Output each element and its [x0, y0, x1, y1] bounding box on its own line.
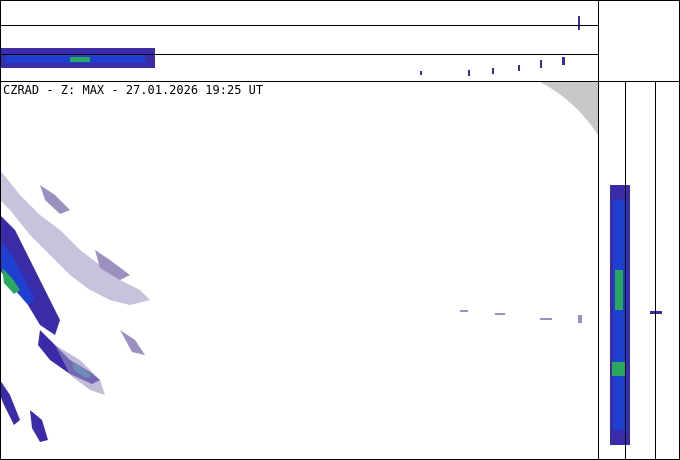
echo — [460, 310, 468, 312]
echo — [40, 185, 70, 214]
echo — [0, 170, 150, 305]
echo — [2, 268, 20, 294]
echo — [55, 345, 105, 395]
echo — [30, 410, 48, 442]
echo — [70, 57, 90, 62]
echo — [120, 330, 145, 355]
top-profile-echoes — [0, 16, 580, 76]
echo — [0, 380, 20, 425]
echo — [615, 270, 623, 310]
echo — [95, 250, 130, 280]
echo — [562, 57, 565, 65]
radar-echoes — [0, 170, 582, 442]
echo — [0, 215, 60, 335]
echo — [578, 16, 580, 30]
echo — [492, 68, 494, 74]
out-of-range-area — [540, 82, 598, 135]
echo — [495, 313, 505, 315]
echo — [613, 200, 627, 430]
echo — [578, 315, 582, 323]
echo — [468, 70, 470, 76]
echo — [540, 60, 542, 68]
echo — [612, 362, 626, 376]
echo — [540, 318, 552, 320]
echo — [518, 65, 520, 71]
product-title: CZRAD - Z: MAX - 27.01.2026 19:25 UT — [3, 83, 263, 97]
echo — [420, 71, 422, 75]
echo — [0, 240, 35, 305]
